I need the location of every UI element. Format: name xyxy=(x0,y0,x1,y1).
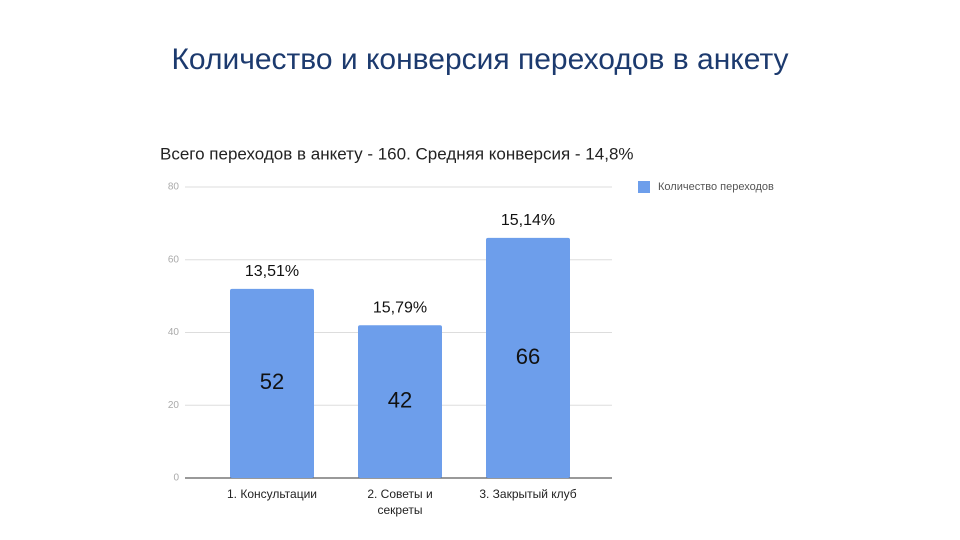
y-tick-label: 0 xyxy=(173,473,179,484)
chart-title: Всего переходов в анкету - 160. Средняя … xyxy=(160,144,634,163)
y-tick-label: 20 xyxy=(168,400,180,411)
conversion-label: 15,79% xyxy=(373,299,427,316)
bar xyxy=(358,325,442,478)
y-tick-label: 40 xyxy=(168,327,180,338)
bar xyxy=(486,237,570,478)
x-tick-label-box: 1. Консультации xyxy=(227,487,317,501)
bar-value-label: 52 xyxy=(260,369,284,394)
conversion-label: 13,51% xyxy=(245,263,299,280)
x-tick-label: 3. Закрытый клуб xyxy=(479,487,577,501)
x-tick-label-box: 3. Закрытый клуб xyxy=(479,487,577,501)
bar xyxy=(230,288,314,478)
x-tick-label-box: 2. Советы и секреты xyxy=(367,487,433,517)
legend-swatch xyxy=(638,181,650,193)
x-tick-label: 1. Консультации xyxy=(227,487,317,501)
legend-label: Количество переходов xyxy=(658,181,774,193)
slide-title: Количество и конверсия переходов в анкет… xyxy=(171,43,788,76)
bar-value-label: 66 xyxy=(516,344,540,369)
conversion-label: 15,14% xyxy=(501,212,555,229)
bar-value-label: 42 xyxy=(388,387,412,412)
x-tick-label: 2. Советы и секреты xyxy=(367,487,433,517)
y-tick-label: 60 xyxy=(168,254,180,265)
y-tick-label: 80 xyxy=(168,182,180,193)
